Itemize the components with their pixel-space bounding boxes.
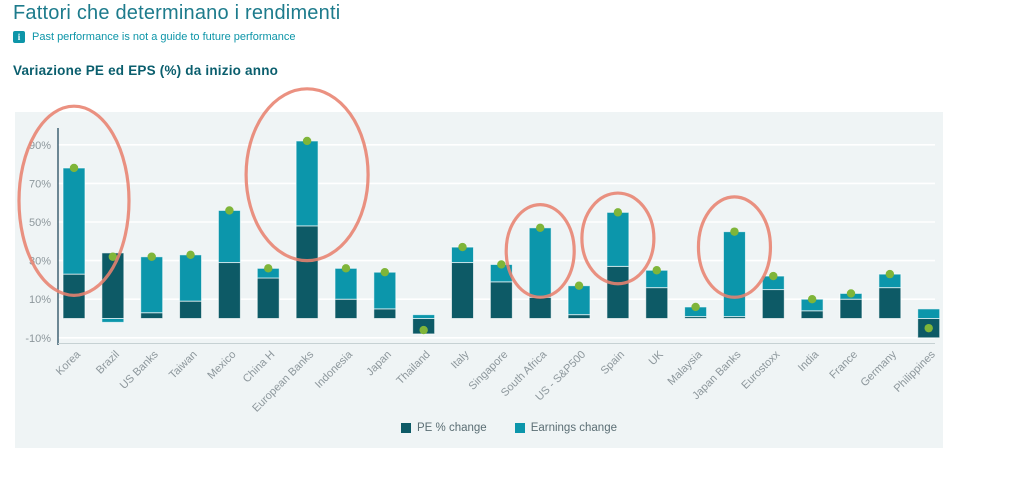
x-category-label: China H <box>241 349 278 386</box>
total-dot <box>186 250 195 260</box>
bar-segment-pe <box>839 298 863 319</box>
x-category-label: Eurostoxx <box>739 348 782 391</box>
bar-segment-pe <box>800 310 824 319</box>
total-dot <box>147 252 156 261</box>
bar-segment-pe <box>606 265 630 319</box>
y-tick-label: 10% <box>29 294 51 306</box>
total-dot <box>341 264 351 273</box>
legend-item-earnings: Earnings change <box>514 422 617 434</box>
page-title: Fattori che determinano i rendimenti <box>13 2 341 24</box>
bar-segment-earnings <box>917 308 941 320</box>
bar-segment-earnings <box>373 271 397 310</box>
x-category-label: Indonesia <box>313 348 356 391</box>
total-dot <box>302 136 312 146</box>
total-dot <box>652 266 661 275</box>
bar-segment-earnings <box>179 254 203 302</box>
total-dot <box>574 281 584 290</box>
chart-legend: PE % change Earnings change <box>15 420 943 436</box>
bar-segment-pe <box>528 296 552 320</box>
legend-swatch-earnings <box>514 423 525 433</box>
total-dot <box>419 325 428 335</box>
x-category-label: US Banks <box>118 348 161 391</box>
total-dot <box>536 223 545 232</box>
info-icon: i <box>13 31 25 43</box>
bar-segment-pe <box>567 314 591 319</box>
total-dot <box>807 295 817 304</box>
disclaimer: i Past performance is not a guide to fut… <box>13 31 296 43</box>
legend-swatch-pe <box>401 423 411 433</box>
total-dot <box>846 289 856 298</box>
total-dot <box>730 227 739 236</box>
x-category-label: India <box>796 348 822 374</box>
total-dot <box>225 206 234 215</box>
bar-segment-pe <box>140 312 164 320</box>
bar-segment-pe <box>878 287 902 319</box>
legend-label-pe: PE % change <box>417 422 487 434</box>
x-category-label: Brazil <box>94 349 122 377</box>
x-category-label: Germany <box>858 348 899 389</box>
total-dot <box>613 208 623 217</box>
bar-segment-earnings <box>62 167 86 275</box>
total-dot <box>691 302 700 312</box>
y-tick-label: -10% <box>25 333 51 345</box>
bar-segment-earnings <box>334 267 358 300</box>
total-dot <box>885 269 895 279</box>
bar-segment-earnings <box>101 318 125 323</box>
bar-segment-pe <box>179 300 203 320</box>
bar-segment-earnings <box>295 140 319 227</box>
total-dot <box>924 323 933 333</box>
x-category-label: Taiwan <box>167 349 200 382</box>
x-category-label: Thailand <box>394 349 432 387</box>
bar-segment-pe <box>373 308 397 320</box>
bar-segment-pe <box>295 225 319 319</box>
chart-panel: 90% 70% 50% 30% 10% -10% Korea Brazil US Banks Ta… <box>15 112 943 448</box>
y-tick-label: 50% <box>29 217 51 229</box>
bar-segment-pe <box>101 252 125 320</box>
legend-item-pe: PE % change <box>401 422 487 434</box>
bar-segment-earnings <box>567 285 591 316</box>
y-tick-label: 70% <box>29 178 51 190</box>
bar-segment-pe <box>451 262 474 319</box>
total-dot <box>69 163 79 173</box>
x-category-label: Spain <box>599 349 627 377</box>
bar-segment-earnings <box>606 211 630 267</box>
x-category-label: Italy <box>449 348 472 371</box>
bar-segment-earnings <box>140 256 164 314</box>
bar-segment-pe <box>217 262 241 319</box>
legend-label-earnings: Earnings change <box>530 422 617 434</box>
x-category-label: Japan <box>364 349 394 379</box>
disclaimer-text: Past performance is not a guide to futur… <box>32 31 296 43</box>
total-dot <box>458 242 467 252</box>
bar-segment-earnings <box>722 231 746 318</box>
total-dot <box>264 264 273 273</box>
bar-segment-earnings <box>528 227 552 298</box>
chart-heading: Variazione PE ed EPS (%) da inizio anno <box>13 63 279 78</box>
bar-segment-pe <box>334 298 358 319</box>
bar-segment-pe <box>62 273 86 319</box>
total-dot <box>108 252 118 261</box>
total-dot <box>769 271 778 281</box>
bar-segment-earnings <box>412 314 436 319</box>
bar-segment-earnings <box>217 209 241 264</box>
x-category-label: Mexico <box>205 349 238 382</box>
x-category-label: UK <box>647 348 667 368</box>
x-category-label: Korea <box>54 348 84 378</box>
x-category-label: Philippines <box>892 348 938 394</box>
x-category-label: France <box>827 349 860 382</box>
bar-segment-pe <box>489 281 513 319</box>
bar-segment-pe <box>761 289 785 320</box>
total-dot <box>497 260 506 269</box>
total-dot <box>380 267 389 277</box>
x-category-label: Malaysia <box>666 348 706 388</box>
bar-segment-pe <box>256 277 280 319</box>
y-tick-label: 30% <box>29 256 51 268</box>
bar-segment-pe <box>645 287 669 319</box>
y-tick-label: 90% <box>29 140 51 152</box>
